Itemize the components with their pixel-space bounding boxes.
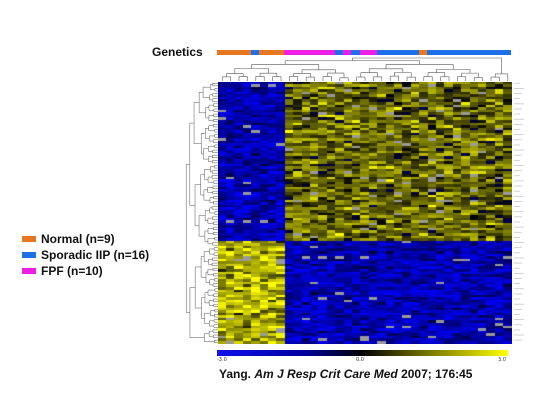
- genetics-segment: [376, 50, 419, 55]
- genetics-segment: [334, 50, 343, 55]
- genetics-segment: [217, 50, 251, 55]
- genetics-segment: [342, 50, 352, 55]
- legend-label-fpf: FPF (n=10): [41, 264, 103, 278]
- citation: Yang. Am J Resp Crit Care Med 2007; 176:…: [219, 367, 472, 381]
- legend: Normal (n=9) Sporadic IIP (n=16) FPF (n=…: [22, 231, 149, 279]
- genetics-segment: [418, 50, 427, 55]
- citation-details: 2007; 176:45: [401, 367, 473, 381]
- legend-item-fpf: FPF (n=10): [22, 263, 149, 279]
- citation-journal: Am J Resp Crit Care Med: [254, 367, 398, 381]
- genetics-segment: [258, 50, 285, 55]
- legend-label-normal: Normal (n=9): [41, 232, 115, 246]
- color-scale-tick-min: -3.0: [217, 357, 227, 363]
- genetics-segment: [359, 50, 377, 55]
- citation-author: Yang.: [219, 367, 252, 381]
- heatmap: [218, 82, 512, 344]
- legend-item-sporadic-iip: Sporadic IIP (n=16): [22, 247, 149, 263]
- genetics-segment: [426, 50, 511, 55]
- legend-label-sporadic-iip: Sporadic IIP (n=16): [41, 248, 150, 262]
- row-dendrogram: [185, 83, 218, 343]
- color-scale-tick-mid: 0.0: [356, 357, 364, 363]
- heatmap-cells: [218, 82, 512, 344]
- genetics-segment: [284, 50, 335, 55]
- legend-swatch-normal: [22, 236, 36, 242]
- genetics-segment: [351, 50, 360, 55]
- legend-swatch-fpf: [22, 268, 36, 274]
- gene-label-ticks: [514, 82, 524, 341]
- column-dendrogram: [221, 57, 509, 81]
- color-scale: -3.0 0.0 3.0: [214, 347, 514, 367]
- genetics-label: Genetics: [152, 45, 203, 59]
- legend-item-normal: Normal (n=9): [22, 231, 149, 247]
- color-scale-tick-max: 3.0: [498, 357, 506, 363]
- genetics-segment: [250, 50, 259, 55]
- legend-swatch-sporadic-iip: [22, 252, 36, 258]
- genetics-annotation-bar: [217, 50, 511, 55]
- color-scale-bar: [217, 350, 508, 356]
